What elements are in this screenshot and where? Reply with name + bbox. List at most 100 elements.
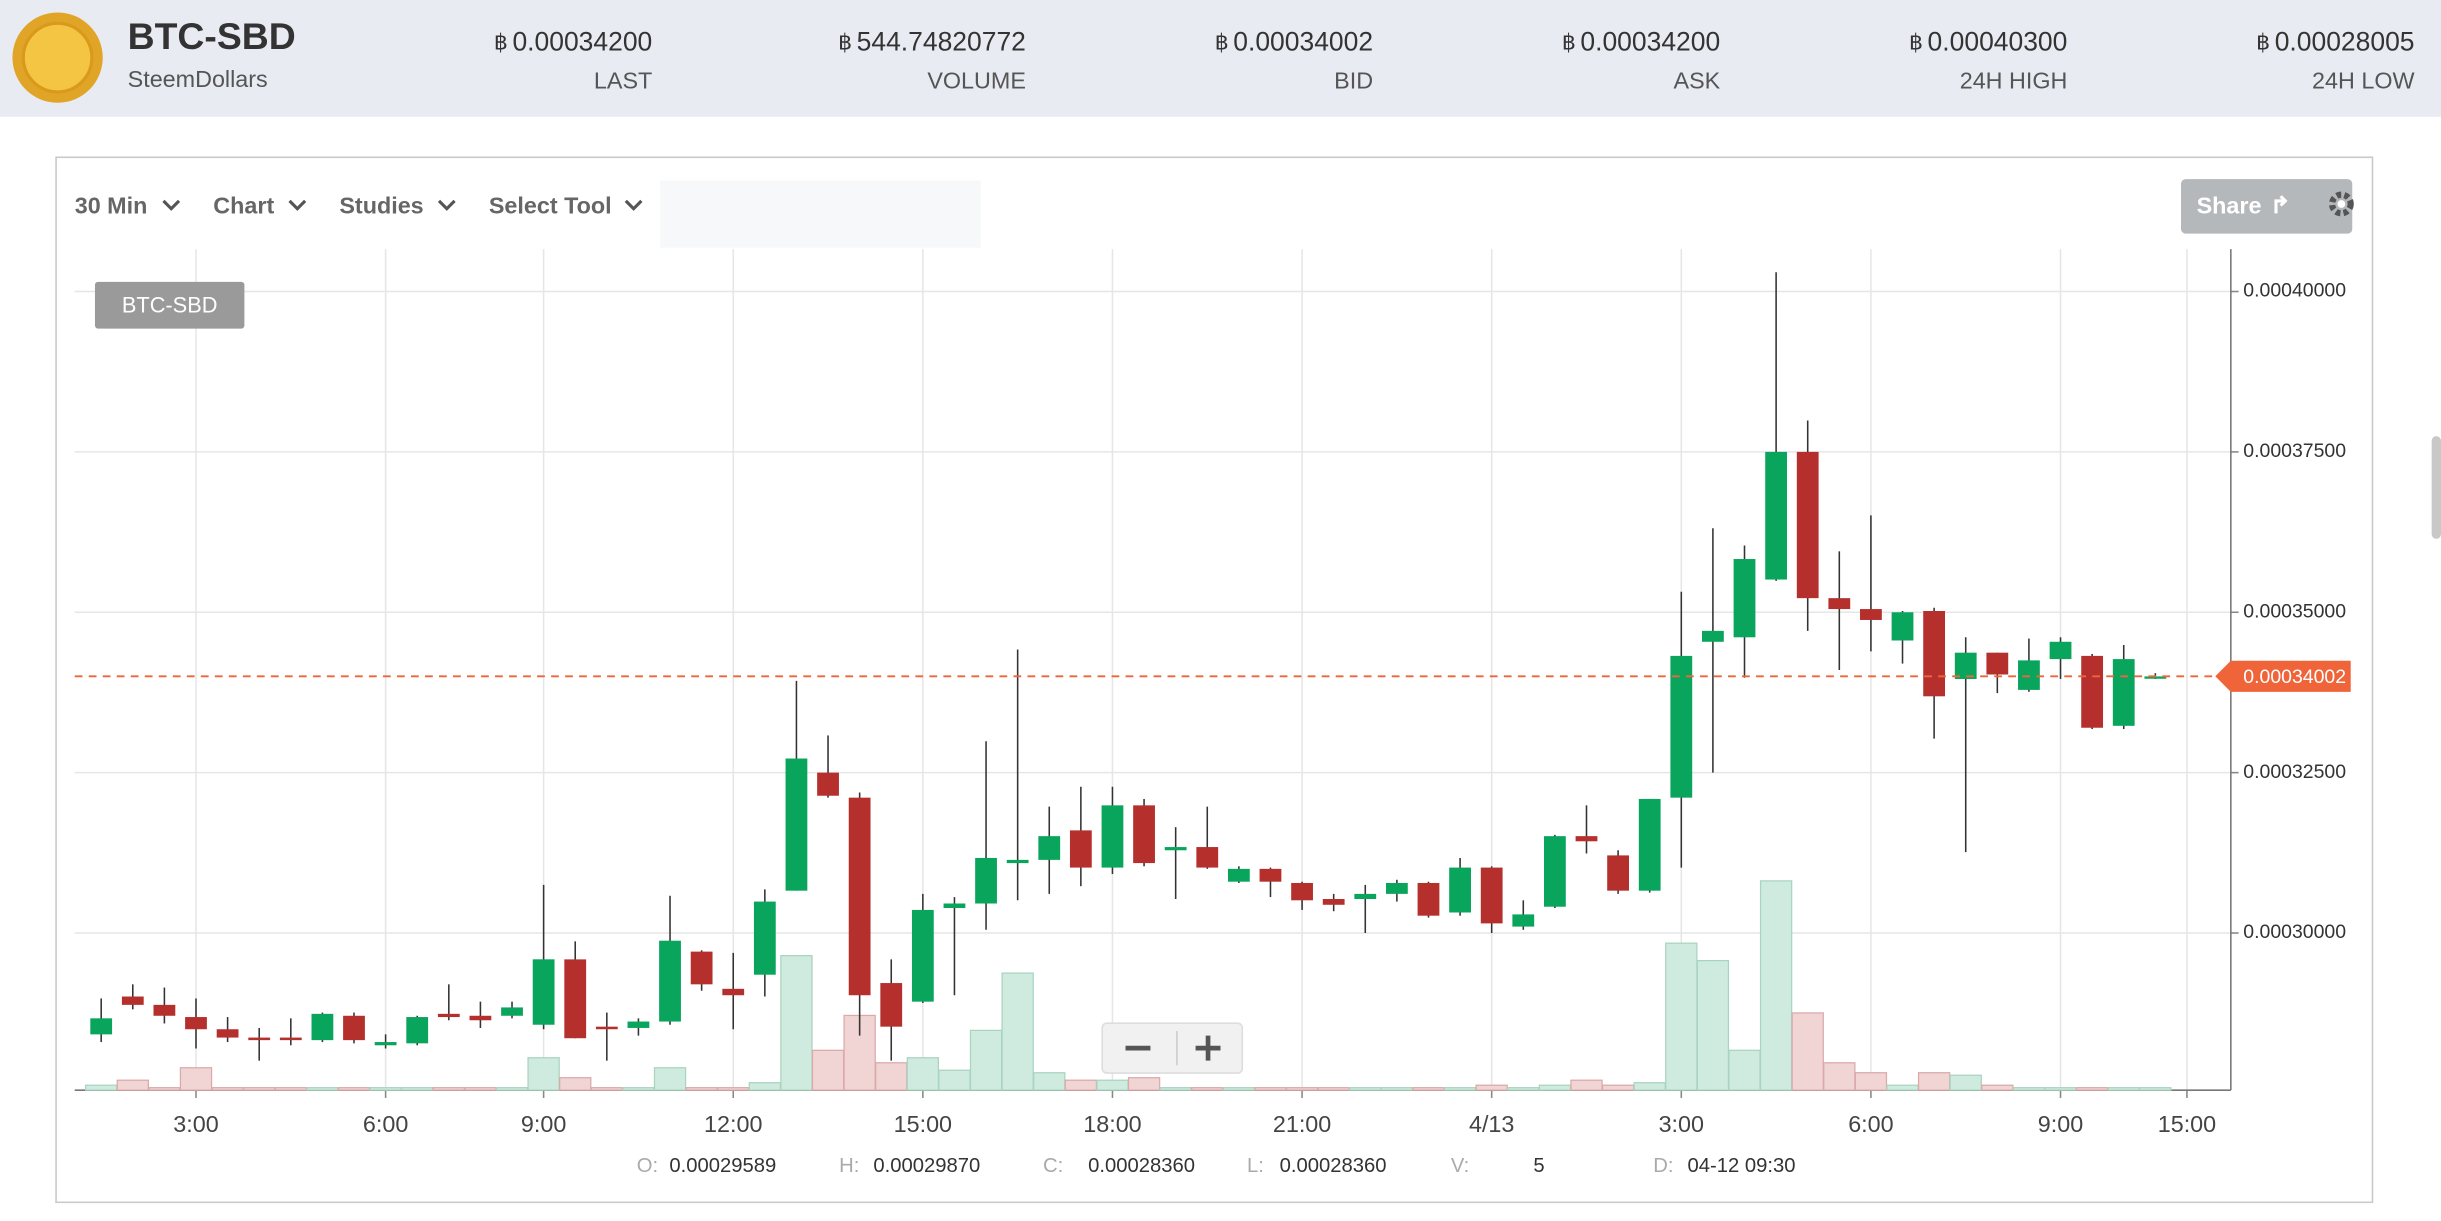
volume-bar [1696,959,1730,1091]
candle-body [469,1015,492,1021]
candle-body [216,1029,239,1038]
y-tick-label: 0.00035000 [2243,600,2346,622]
stat-label: LAST [594,68,652,94]
toolbar-item[interactable]: Studies [339,192,423,218]
volume-bar [464,1087,497,1091]
candle-body [659,940,681,1022]
volume-bar [748,1082,782,1091]
last-price-tag [2215,660,2351,692]
header-bar [0,0,2441,117]
volume-bar [1791,1012,1824,1091]
candle-body [2112,659,2135,726]
volume-bar [1001,972,1034,1091]
volume-bar [148,1087,181,1091]
candle-body [690,951,713,985]
toolbar-item[interactable]: Chart [213,192,274,218]
hover-key: V: [1451,1155,1469,1177]
stat-number: 544.74820772 [857,27,1026,57]
chevron[interactable] [162,199,181,211]
x-tick-label: 18:00 [1083,1111,1141,1137]
candle-body [1765,451,1788,580]
candle-body [943,903,966,908]
zoom-in[interactable] [1195,1035,1221,1061]
candle-body [595,1026,618,1030]
candle-body [1828,598,1851,610]
volume-bar [1538,1084,1572,1091]
candle-body [1069,830,1092,868]
volume-bar [906,1057,940,1091]
stat-value: ฿ 0.00028005 [2256,27,2414,57]
candle-body [90,1018,113,1035]
candle-body [1291,882,1313,901]
stat-number: 0.00034200 [1580,27,1720,57]
x-tick-label: 15:00 [2158,1111,2216,1137]
hover-value: 0.00028360 [1088,1155,1195,1177]
candle-body [1860,609,1882,620]
x-tick-label: 9:00 [2038,1111,2083,1137]
stat-number: 0.00028005 [2275,27,2415,57]
share-button[interactable] [2181,179,2353,234]
volume-bar [2075,1087,2109,1091]
stat-value: ฿ 0.00034200 [1562,27,1720,57]
volume-bar [432,1087,466,1091]
candle-body [1164,847,1187,851]
volume-bar [938,1069,971,1091]
candle-body [880,983,903,1027]
toolbar-item[interactable]: 30 Min [75,192,148,218]
currency-symbol: ฿ [1909,29,1923,54]
volume-bar [1917,1072,1951,1091]
candle-body [437,1013,460,1018]
y-tick-label: 0.00040000 [2243,280,2346,302]
chevron[interactable] [624,199,643,211]
candle-body [1575,836,1598,842]
candle-body [1385,882,1408,894]
volume-bar [875,1062,908,1091]
toolbar-item[interactable]: Select Tool [489,192,612,218]
hover-value: 0.00029589 [669,1155,776,1177]
volume-bar [1159,1087,1192,1091]
candle-body [785,758,808,891]
candle-body [1796,451,1819,599]
x-tick-label: 4/13 [1469,1111,1514,1137]
volume-bar [1570,1079,1603,1091]
hover-key: H: [839,1155,859,1177]
candle-body [532,959,555,1025]
x-tick-label: 21:00 [1273,1111,1331,1137]
hover-key: O: [637,1155,658,1177]
settings-gear[interactable] [2328,191,2354,217]
candle-body [1702,630,1724,642]
chevron[interactable] [288,199,307,211]
stat-value: ฿ 544.74820772 [838,27,1026,57]
hover-value: 0.00029870 [873,1155,980,1177]
chevron[interactable] [437,199,456,211]
scrollbar[interactable] [2431,436,2441,539]
share-label[interactable]: Share [2197,192,2262,218]
share-icon [2274,195,2288,214]
zoom-control [1101,1022,1244,1074]
volume-bar [2139,1087,2172,1091]
stat-label: BID [1334,68,1373,94]
candle-body [1227,868,1250,882]
x-tick-label: 12:00 [704,1111,762,1137]
volume-bar [1064,1079,1098,1091]
volume-bar [2044,1087,2077,1091]
stat-label: 24H LOW [2312,68,2414,94]
stat-number: 0.00040300 [1928,27,2068,57]
volume-bar [1317,1087,1350,1091]
volume-bar [1823,1062,1856,1091]
candle-body [2049,641,2072,660]
volume-bar [1601,1084,1635,1091]
volume-bar [2012,1087,2046,1091]
hover-key: C: [1043,1155,1063,1177]
candle-body [121,996,144,1005]
volume-bar [1380,1087,1414,1091]
candle-body [374,1042,397,1046]
candle-body [1480,867,1503,924]
candle-body [501,1007,523,1016]
candle-body [1417,882,1440,916]
x-tick-label: 15:00 [894,1111,952,1137]
x-tick-label: 9:00 [521,1111,566,1137]
volume-bar [1349,1087,1382,1091]
